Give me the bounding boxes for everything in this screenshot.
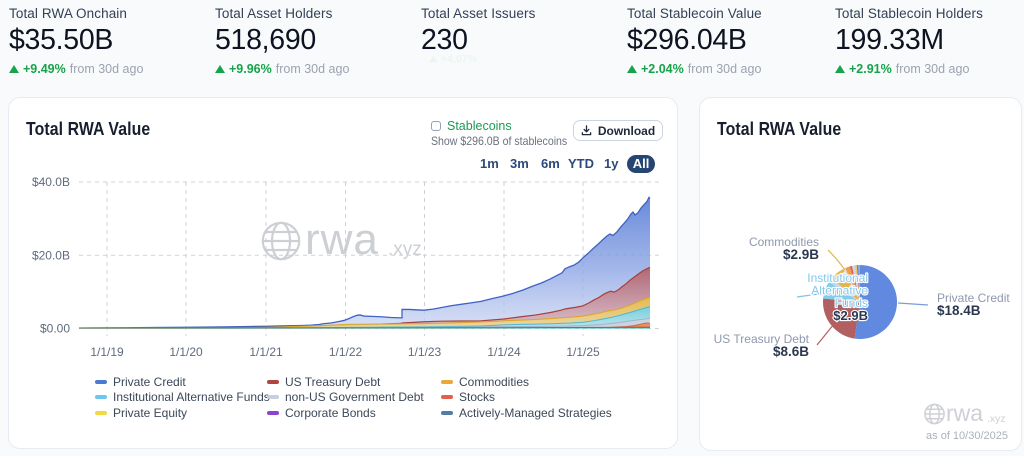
svg-text:Funds: Funds	[835, 296, 868, 310]
svg-text:Alternative: Alternative	[811, 284, 868, 298]
svg-text:.xyz: .xyz	[388, 239, 422, 260]
svg-text:as of 10/30/2025: as of 10/30/2025	[926, 430, 1008, 442]
svg-text:1/1/21: 1/1/21	[249, 345, 283, 359]
svg-text:$8.6B: $8.6B	[773, 344, 809, 359]
svg-text:1/1/20: 1/1/20	[169, 345, 203, 359]
svg-text:Institutional: Institutional	[807, 271, 868, 285]
svg-text:1/1/23: 1/1/23	[408, 345, 442, 359]
svg-text:$2.9B: $2.9B	[783, 247, 819, 262]
svg-text:1/1/19: 1/1/19	[90, 345, 124, 359]
svg-text:1/1/25: 1/1/25	[566, 345, 600, 359]
svg-text:1/1/22: 1/1/22	[329, 345, 363, 359]
svg-text:Commodities: Commodities	[749, 235, 819, 249]
svg-text:$18.4B: $18.4B	[937, 303, 981, 318]
svg-text:rwa: rwa	[305, 215, 379, 264]
svg-text:$0.00: $0.00	[40, 322, 70, 336]
svg-text:$2.9B: $2.9B	[833, 308, 868, 323]
svg-text:$20.0B: $20.0B	[32, 248, 70, 262]
svg-text:US Treasury Debt: US Treasury Debt	[714, 332, 810, 346]
svg-text:$40.0B: $40.0B	[32, 175, 70, 189]
svg-text:1/1/24: 1/1/24	[487, 345, 521, 359]
svg-text:Private Credit: Private Credit	[937, 291, 1010, 305]
svg-text:.xyz: .xyz	[987, 413, 1006, 425]
svg-text:rwa: rwa	[946, 400, 983, 426]
